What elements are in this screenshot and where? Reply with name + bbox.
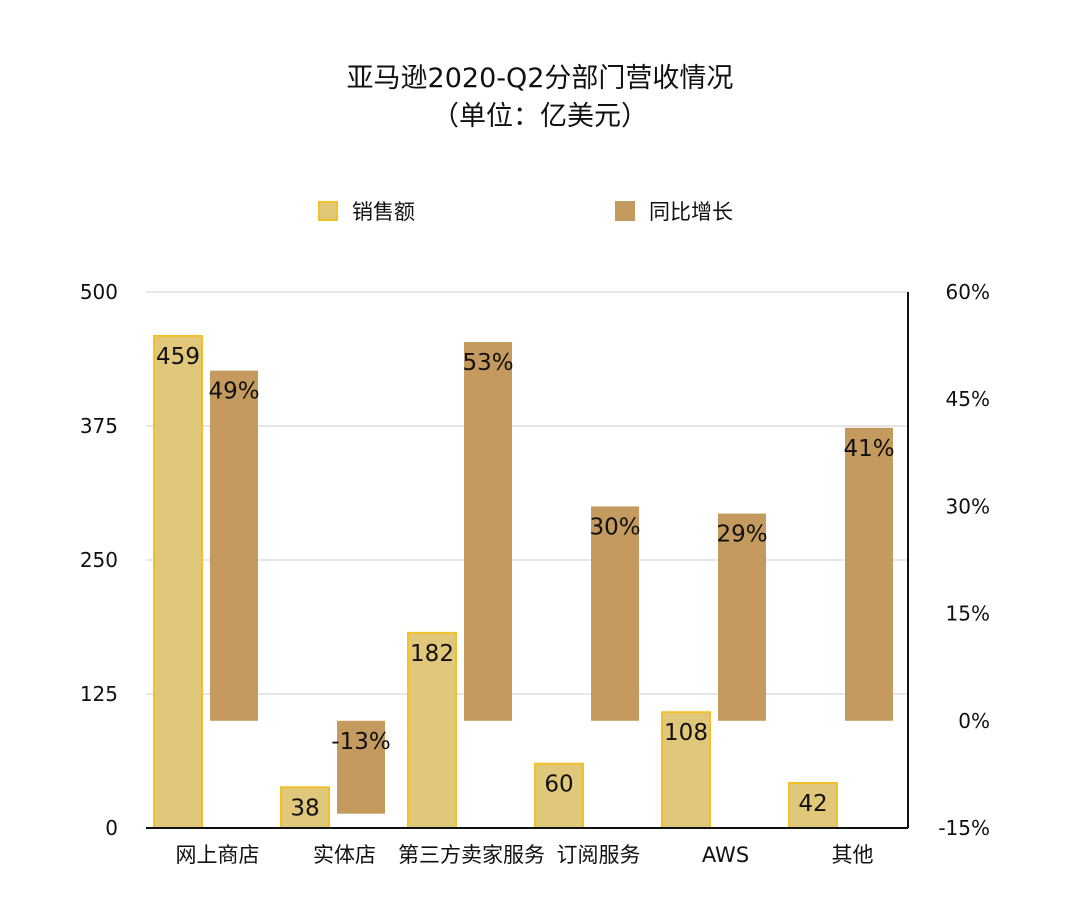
x-tick-label: 第三方卖家服务 [398,843,545,867]
data-label-growth: -13% [331,729,390,755]
data-label-sales: 60 [544,772,573,798]
data-label-growth: 41% [843,436,894,462]
x-tick-label: AWS [702,843,749,867]
data-label-growth: 30% [589,514,640,540]
bar-sales [788,781,838,830]
bar-growth [591,506,639,721]
bar-sales [661,711,711,829]
y-right-tick-label: -15% [938,816,990,840]
y-right-tick-label: 15% [946,602,990,626]
data-label-growth: 29% [716,522,767,548]
y-right-tick-label: 60% [946,280,990,304]
x-tick-label: 其他 [832,843,874,867]
data-label-growth: 49% [208,379,259,405]
bar-sales [407,631,457,829]
data-label-sales: 38 [290,795,319,821]
legend-swatch-sales [318,201,338,221]
data-label-growth: 53% [462,350,513,376]
bar-growth [464,342,512,721]
x-tick-label: 实体店 [313,843,376,867]
y-right-tick-label: 0% [958,709,990,733]
legend-item-growth: 同比增长 [615,196,733,226]
data-label-sales: 108 [664,720,708,746]
bar-growth [845,427,893,721]
chart-subtitle: （单位：亿美元） [432,101,648,132]
x-tick-label: 网上商店 [176,843,260,867]
legend-label-sales: 销售额 [352,200,415,224]
bar-growth [337,720,385,814]
y-left-tick-label: 375 [80,414,118,438]
bar-growth [718,513,766,721]
y-left-tick-label: 250 [80,548,118,572]
y-left-tick-label: 125 [80,682,118,706]
data-label-sales: 182 [410,641,454,667]
bar-sales [153,334,203,829]
legend-label-growth: 同比增长 [649,200,733,224]
legend-item-sales: 销售额 [318,196,415,226]
chart-title: 亚马逊2020-Q2分部门营收情况 [346,63,734,94]
data-label-sales: 459 [156,344,200,370]
data-label-sales: 42 [798,791,827,817]
x-tick-label: 订阅服务 [557,843,641,867]
legend-swatch-growth [615,201,635,221]
y-right-tick-label: 45% [946,387,990,411]
y-left-tick-label: 0 [105,816,118,840]
y-left-tick-label: 500 [80,280,118,304]
y-right-tick-label: 30% [946,494,990,518]
bar-growth [210,370,258,721]
